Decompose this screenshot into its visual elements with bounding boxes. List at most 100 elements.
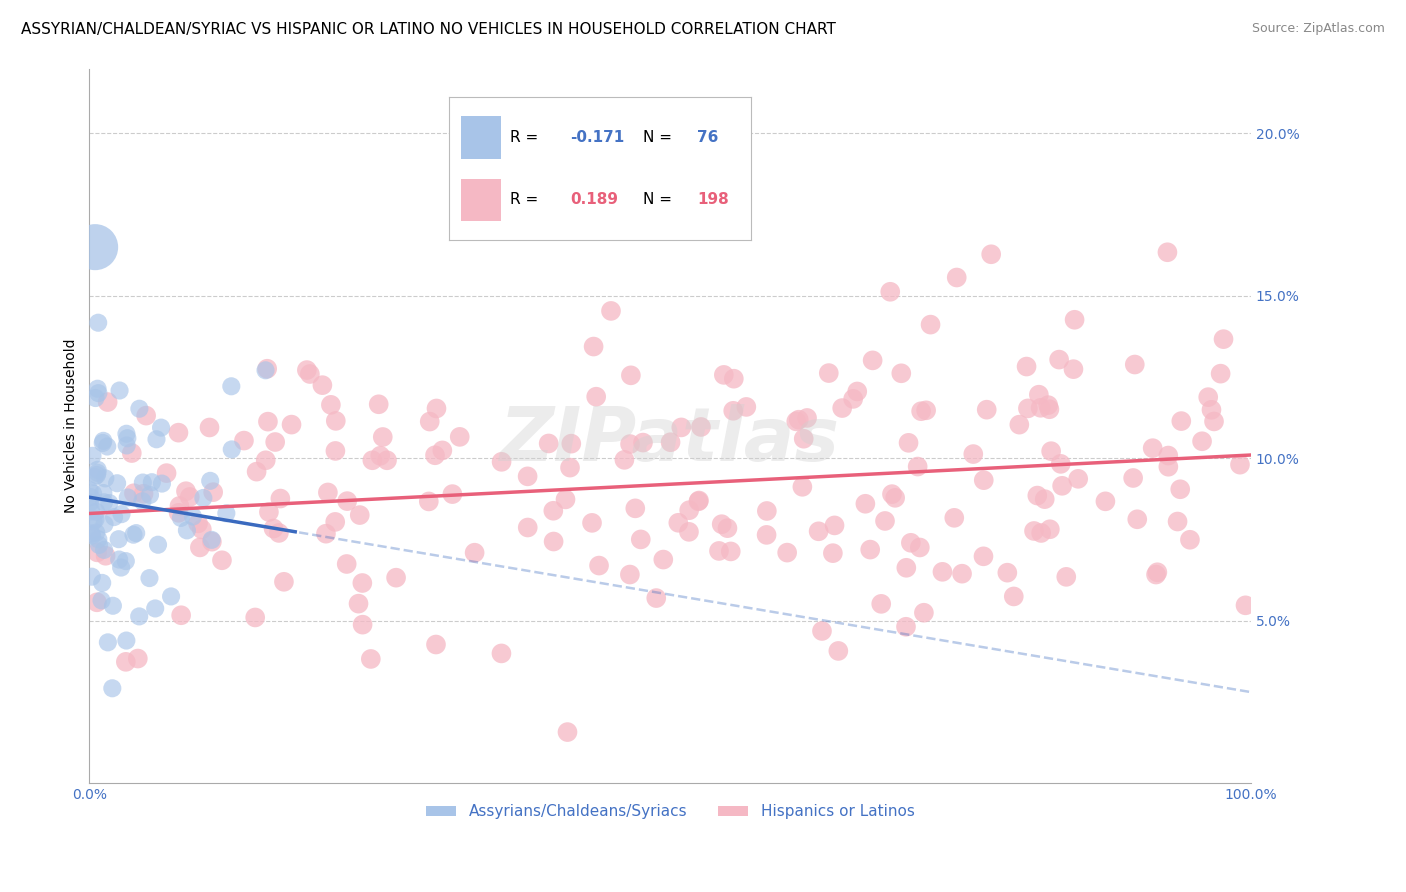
Point xyxy=(273,574,295,589)
Point xyxy=(280,417,302,432)
Point xyxy=(86,466,108,480)
Point xyxy=(352,617,374,632)
Point xyxy=(105,476,128,491)
Point xyxy=(115,655,138,669)
Point xyxy=(678,503,700,517)
Point xyxy=(1039,522,1062,536)
Point xyxy=(325,444,347,458)
Point xyxy=(108,552,131,566)
Point xyxy=(128,609,150,624)
Point xyxy=(121,446,143,460)
Point xyxy=(201,534,224,549)
Point xyxy=(1122,471,1144,485)
Point xyxy=(976,402,998,417)
Point xyxy=(1047,352,1070,367)
Point xyxy=(1191,434,1213,449)
Point xyxy=(846,384,869,399)
Point xyxy=(432,443,454,458)
Point xyxy=(211,553,233,567)
Point xyxy=(588,558,610,573)
Point xyxy=(735,400,758,414)
Point xyxy=(1202,414,1225,428)
Point xyxy=(375,453,398,467)
Point xyxy=(295,363,318,377)
Point xyxy=(600,304,623,318)
Point xyxy=(425,401,447,416)
Point xyxy=(853,497,876,511)
Point xyxy=(174,484,197,499)
Point xyxy=(110,560,132,574)
Point xyxy=(79,495,101,509)
Point xyxy=(557,725,579,739)
Point xyxy=(821,546,844,560)
Point xyxy=(862,353,884,368)
Point xyxy=(1209,367,1232,381)
Point xyxy=(980,247,1002,261)
Point xyxy=(807,524,830,539)
Point xyxy=(181,509,204,524)
Point xyxy=(1050,479,1073,493)
Point xyxy=(269,491,291,506)
Point xyxy=(896,561,918,575)
Point xyxy=(792,480,814,494)
Point xyxy=(352,576,374,591)
Point xyxy=(117,431,139,445)
Point xyxy=(678,524,700,539)
Point xyxy=(870,597,893,611)
Point xyxy=(631,435,654,450)
Point xyxy=(630,533,652,547)
Point xyxy=(150,476,173,491)
Point xyxy=(1197,390,1219,404)
Point xyxy=(103,510,125,524)
Point xyxy=(491,455,513,469)
Point xyxy=(1157,459,1180,474)
Point xyxy=(582,340,605,354)
Point xyxy=(897,435,920,450)
Point xyxy=(198,420,221,434)
Point xyxy=(202,485,225,500)
Point xyxy=(201,533,224,547)
Point xyxy=(84,513,107,527)
Point xyxy=(900,536,922,550)
Point xyxy=(1022,524,1045,538)
Point xyxy=(167,506,190,520)
Point xyxy=(80,526,103,541)
Point xyxy=(360,652,382,666)
Point xyxy=(91,436,114,450)
Point xyxy=(776,546,799,560)
Point xyxy=(150,420,173,434)
Point xyxy=(97,395,120,409)
Point xyxy=(827,644,849,658)
Point xyxy=(1026,489,1049,503)
Text: Source: ZipAtlas.com: Source: ZipAtlas.com xyxy=(1251,22,1385,36)
Point xyxy=(418,494,440,508)
Point xyxy=(115,426,138,441)
Point xyxy=(179,490,201,504)
Point xyxy=(80,504,103,518)
Point xyxy=(125,526,148,541)
Point xyxy=(83,470,105,484)
Point xyxy=(1002,590,1025,604)
Point xyxy=(1123,358,1146,372)
Point xyxy=(1038,398,1060,412)
Point xyxy=(191,522,214,536)
Point xyxy=(1094,494,1116,508)
Point xyxy=(619,437,641,451)
Point xyxy=(817,366,839,380)
Point xyxy=(298,367,321,381)
Point xyxy=(315,526,337,541)
Point xyxy=(707,544,730,558)
Point xyxy=(93,495,115,509)
Point xyxy=(83,514,105,528)
Point xyxy=(962,447,984,461)
Point xyxy=(690,420,713,434)
Point xyxy=(543,504,565,518)
Point xyxy=(688,493,710,508)
Point xyxy=(132,475,155,490)
Point xyxy=(138,571,160,585)
Point xyxy=(143,601,166,615)
Point xyxy=(131,494,153,508)
Point xyxy=(101,599,124,613)
Point xyxy=(945,270,967,285)
Point xyxy=(79,483,101,497)
